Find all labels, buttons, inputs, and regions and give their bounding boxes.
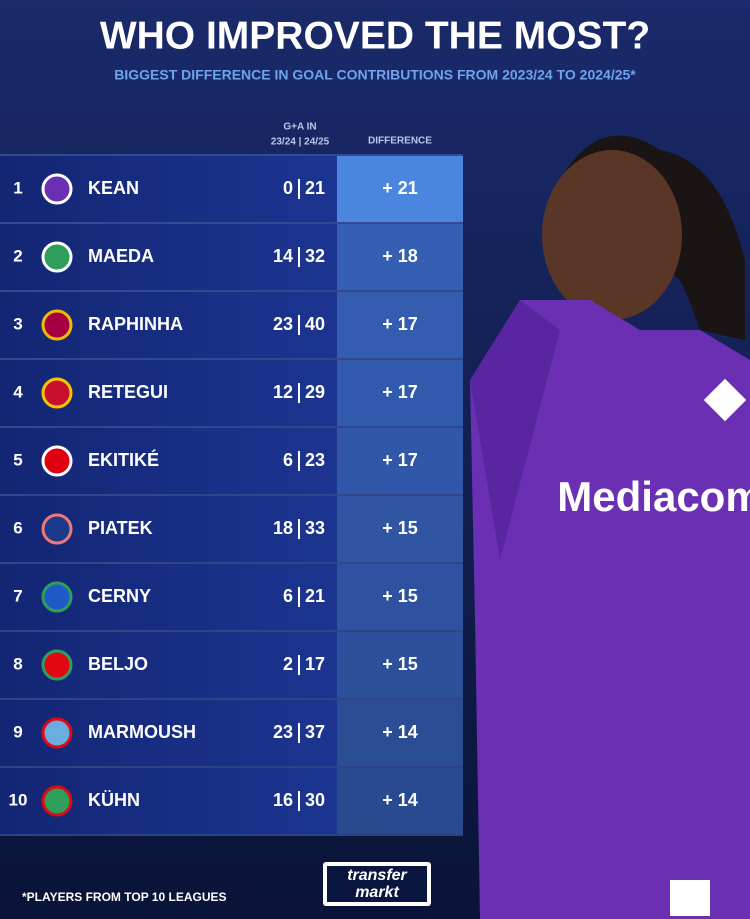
club-logo xyxy=(41,241,73,273)
ga-2324: 2 xyxy=(283,654,293,674)
player-name: MAEDA xyxy=(88,246,154,266)
difference-cell xyxy=(337,632,463,698)
difference: + 17 xyxy=(382,382,418,402)
rank: 8 xyxy=(13,654,22,673)
ga-2425: 30 xyxy=(305,790,325,810)
club-logo xyxy=(41,377,73,409)
shirt-sponsor: Mediacom xyxy=(557,473,750,520)
rank: 1 xyxy=(13,178,22,197)
ga-2425: 40 xyxy=(305,314,325,334)
ga-2425: 37 xyxy=(305,722,325,742)
difference-cell xyxy=(337,700,463,766)
club-logo xyxy=(41,649,73,681)
difference: + 21 xyxy=(382,178,418,198)
difference: + 17 xyxy=(382,450,418,470)
column-header: 23/24 | 24/25 xyxy=(271,137,330,148)
difference: + 18 xyxy=(382,246,418,266)
club-logo xyxy=(41,785,73,817)
ga-2324: 6 xyxy=(283,450,293,470)
ga-2324: 12 xyxy=(273,382,293,402)
difference-cell xyxy=(337,428,463,494)
ga-2324: 23 xyxy=(273,314,293,334)
title: WHO IMPROVED THE MOST? xyxy=(100,14,650,57)
ga-2425: 21 xyxy=(305,586,325,606)
ga-2324: 6 xyxy=(283,586,293,606)
difference: + 15 xyxy=(382,518,418,538)
club-logo xyxy=(41,445,73,477)
difference-cell xyxy=(337,496,463,562)
difference: + 14 xyxy=(382,790,418,810)
column-header: DIFFERENCE xyxy=(368,136,432,147)
difference: + 17 xyxy=(382,314,418,334)
ga-2324: 23 xyxy=(273,722,293,742)
difference-cell xyxy=(337,768,463,834)
player-name: RETEGUI xyxy=(88,382,168,402)
table: 1 KEAN 0 21 + 21 2 MAEDA 14 32 + 18 3 RAPHINHA 23 40 +… xyxy=(0,154,463,836)
ga-2324: 16 xyxy=(273,790,293,810)
rank: 6 xyxy=(13,518,22,537)
column-header: G+A IN xyxy=(283,122,316,133)
club-logo xyxy=(41,173,73,205)
rank: 5 xyxy=(13,450,22,469)
logo: transfer markt xyxy=(323,862,431,906)
ga-2425: 21 xyxy=(305,178,325,198)
ga-2324: 0 xyxy=(283,178,293,198)
club-logo xyxy=(41,717,73,749)
rank: 10 xyxy=(9,790,28,809)
player-name: MARMOUSH xyxy=(88,722,196,742)
difference: + 15 xyxy=(382,654,418,674)
difference-cell xyxy=(337,360,463,426)
rank: 2 xyxy=(13,246,22,265)
ga-2324: 14 xyxy=(273,246,293,266)
difference-cell xyxy=(337,156,463,222)
rank: 3 xyxy=(13,314,22,333)
difference: + 14 xyxy=(382,722,418,742)
club-logo xyxy=(41,581,73,613)
ga-2425: 33 xyxy=(305,518,325,538)
player-name: RAPHINHA xyxy=(88,314,183,334)
rank: 7 xyxy=(13,586,22,605)
subtitle: BIGGEST DIFFERENCE IN GOAL CONTRIBUTIONS… xyxy=(114,67,636,83)
player-name: CERNY xyxy=(88,586,151,606)
rank: 4 xyxy=(13,382,23,401)
player-name: KÜHN xyxy=(88,790,140,810)
player-name: PIATEK xyxy=(88,518,153,538)
ga-2425: 32 xyxy=(305,246,325,266)
ga-2425: 17 xyxy=(305,654,325,674)
rank: 9 xyxy=(13,722,22,741)
club-logo xyxy=(41,309,73,341)
difference-cell xyxy=(337,564,463,630)
player-name: BELJO xyxy=(88,654,148,674)
player-name: KEAN xyxy=(88,178,139,198)
ga-2425: 29 xyxy=(305,382,325,402)
difference-cell xyxy=(337,224,463,290)
player-photo: Mediacom xyxy=(470,135,750,919)
logo-text: transfer xyxy=(347,867,407,884)
difference-cell xyxy=(337,292,463,358)
ga-2324: 18 xyxy=(273,518,293,538)
footer-note: *PLAYERS FROM TOP 10 LEAGUES xyxy=(22,890,227,904)
player-name: EKITIKÉ xyxy=(88,449,159,470)
club-logo xyxy=(41,513,73,545)
ga-2425: 23 xyxy=(305,450,325,470)
logo-text: markt xyxy=(355,884,399,901)
difference: + 15 xyxy=(382,586,418,606)
